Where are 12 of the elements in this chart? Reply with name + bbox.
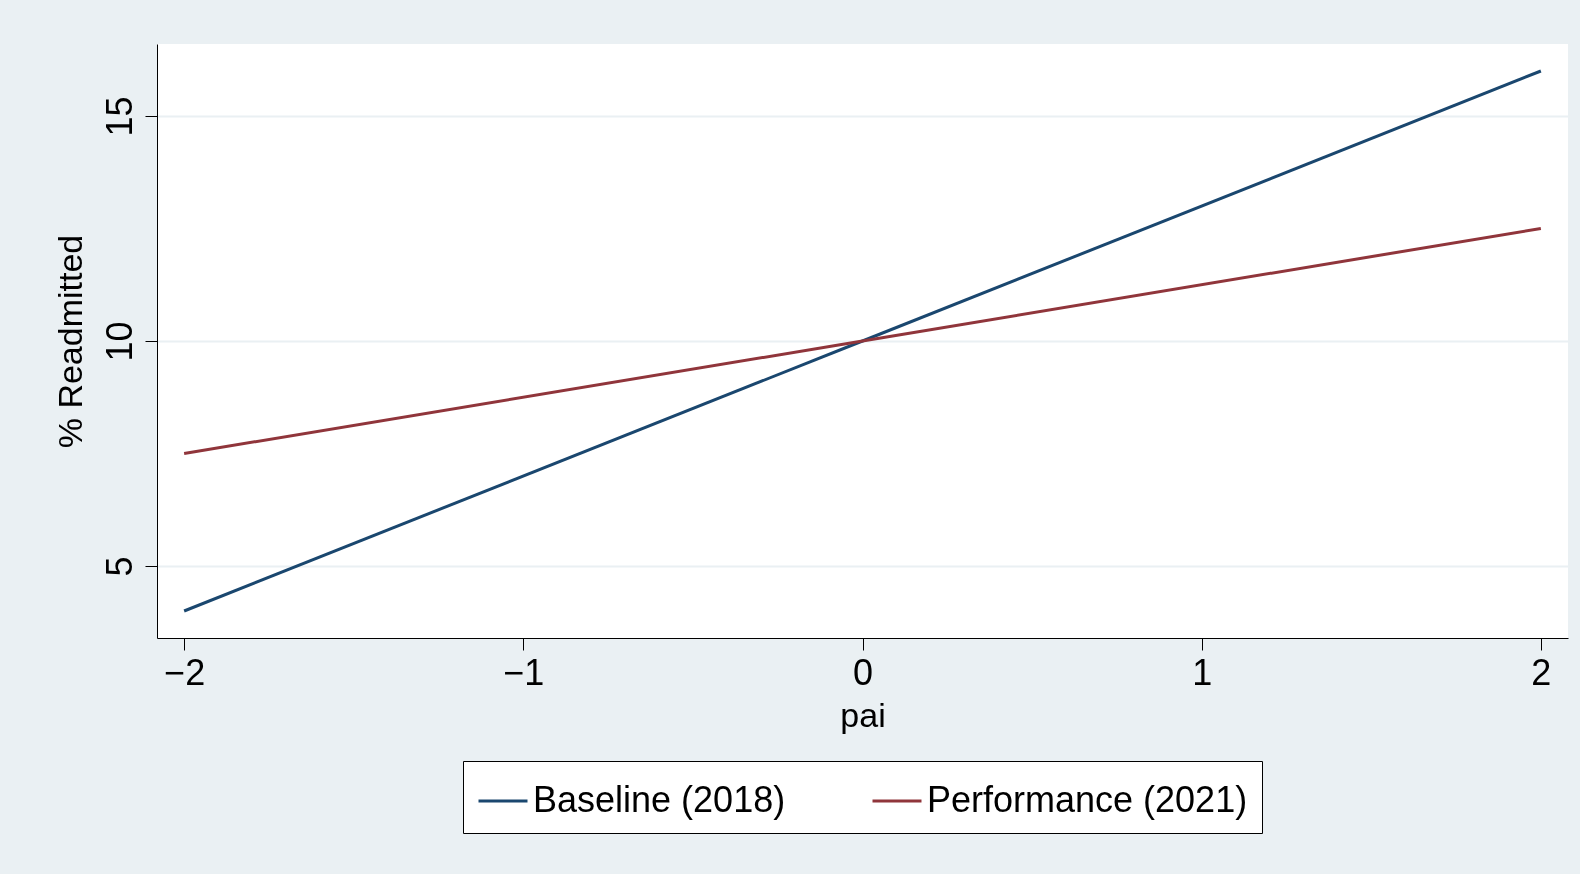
x-tick-label: −2 [164,651,206,693]
x-tick-label: 0 [852,651,874,693]
y-tick-label: 15 [98,96,140,137]
legend-label: Performance (2021) [927,779,1248,820]
y-tick-label: 5 [98,556,140,577]
x-tick-label: −1 [503,651,545,693]
x-tick-label: 2 [1531,651,1552,693]
y-axis-title: % Readmitted [50,234,89,449]
y-tick-label: 10 [98,321,140,362]
legend-label: Baseline (2018) [533,779,786,820]
x-tick-label: 1 [1192,651,1213,693]
x-axis-title: pai [840,695,886,734]
